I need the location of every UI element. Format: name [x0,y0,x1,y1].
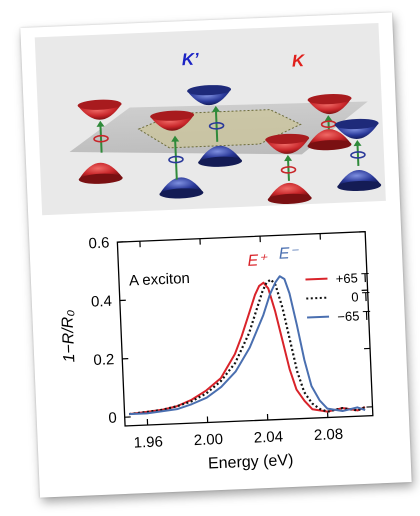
cone-upper-red [77,99,122,120]
y-axis-label: 1−R/R₀ [59,309,78,362]
cone-group [77,85,382,204]
cone-upper-red [150,110,195,131]
x-tick-label: 2.00 [193,431,223,449]
reflectance-chart: 1.96 2.00 2.04 2.08 0 0.2 0.4 0.6 1−R/R₀ Energy… [28,204,411,497]
legend-label: 0 T [351,289,370,305]
plot-frame [116,231,374,427]
x-tick-label: 2.08 [314,426,344,444]
series-line-1 [128,278,366,416]
cone-lower-blue [159,177,204,199]
cone-lower-blue [198,145,243,167]
x-tick-label: 2.04 [254,428,284,446]
y-tick-label: 0.2 [93,351,115,369]
legend-swatch [307,315,330,319]
legend-swatch [305,277,328,281]
series-line-2 [129,275,366,416]
legend-swatch [306,296,329,300]
annotation-e-plus: E⁺ [247,252,268,270]
valley-diagram-svg: K’ K [69,50,382,204]
chart-svg: 1.96 2.00 2.04 2.08 0 0.2 0.4 0.6 1−R/R₀ Energy… [59,231,374,473]
series-line-0 [128,281,366,416]
valley-diagram: K’ K [34,22,386,216]
arrow-ring [168,135,184,180]
cone-upper-red [265,133,310,154]
arrow-ring [280,154,297,181]
chart-axes: 1.96 2.00 2.04 2.08 0 0.2 0.4 0.6 [88,231,374,452]
cone-upper-blue [187,85,232,106]
cone-lower-red [78,162,123,184]
y-tick-label: 0.6 [88,234,110,252]
chart-series [128,275,366,416]
annotation-e-minus: E⁻ [278,245,299,263]
y-tick-label: 0.4 [91,293,113,311]
y-tick-label: 0 [108,410,117,427]
cone-lower-red [267,182,312,204]
x-tick-label: 1.96 [133,433,163,451]
k-label: K [292,51,307,71]
cone-lower-red [307,129,352,151]
figure-card: K’ K 1.96 2.00 2.04 2.08 0 0.2 0.4 0.6 1−R/R₀ E… [20,12,412,498]
legend-label: −65 T [337,308,371,324]
legend-label: +65 T [335,270,369,286]
chart-legend: +65 T 0 T −65 T [305,270,371,324]
x-axis-label: Energy (eV) [208,452,294,473]
cone-upper-blue [334,118,379,139]
arrow-ring [208,105,225,142]
annotation-a-exciton: A exciton [129,270,191,290]
arrow-ring [350,139,366,167]
cone-lower-blue [337,170,382,192]
k-prime-label: K’ [181,50,199,70]
cone-upper-red [307,94,352,115]
arrow-ring [93,120,109,153]
